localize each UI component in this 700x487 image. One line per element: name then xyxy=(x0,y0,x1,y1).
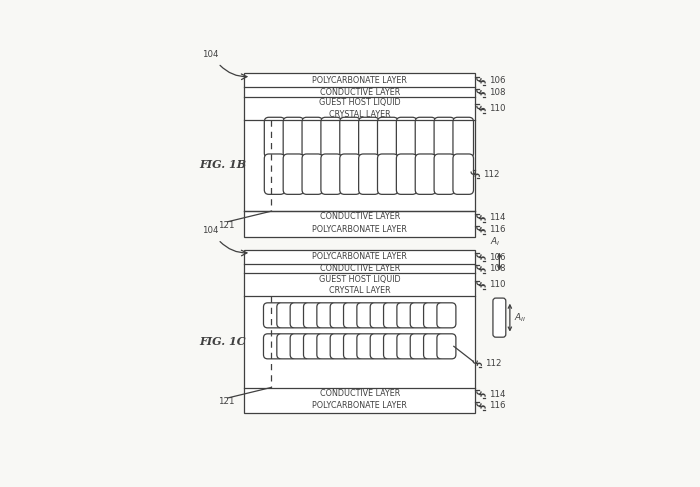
FancyBboxPatch shape xyxy=(370,303,389,328)
Text: POLYCARBONATE LAYER: POLYCARBONATE LAYER xyxy=(312,401,407,411)
FancyBboxPatch shape xyxy=(377,154,398,194)
FancyBboxPatch shape xyxy=(317,334,336,359)
Text: 114: 114 xyxy=(489,213,505,222)
Text: 110: 110 xyxy=(489,104,505,113)
FancyBboxPatch shape xyxy=(437,303,456,328)
FancyBboxPatch shape xyxy=(344,334,363,359)
FancyBboxPatch shape xyxy=(276,334,296,359)
FancyBboxPatch shape xyxy=(397,334,416,359)
FancyBboxPatch shape xyxy=(370,334,389,359)
FancyBboxPatch shape xyxy=(384,303,402,328)
FancyBboxPatch shape xyxy=(265,154,285,194)
FancyBboxPatch shape xyxy=(410,334,429,359)
FancyBboxPatch shape xyxy=(263,334,283,359)
FancyBboxPatch shape xyxy=(415,154,436,194)
Text: FIG. 1C: FIG. 1C xyxy=(199,336,246,347)
Text: 108: 108 xyxy=(489,264,505,273)
FancyBboxPatch shape xyxy=(358,154,379,194)
Text: 121: 121 xyxy=(218,221,235,230)
Text: 106: 106 xyxy=(489,253,505,262)
Text: CONDUCTIVE LAYER: CONDUCTIVE LAYER xyxy=(320,264,400,273)
FancyBboxPatch shape xyxy=(357,303,376,328)
Text: GUEST HOST LIQUID
CRYSTAL LAYER: GUEST HOST LIQUID CRYSTAL LAYER xyxy=(319,98,400,118)
FancyBboxPatch shape xyxy=(276,303,296,328)
FancyBboxPatch shape xyxy=(434,117,454,158)
FancyBboxPatch shape xyxy=(357,334,376,359)
FancyBboxPatch shape xyxy=(437,334,456,359)
FancyBboxPatch shape xyxy=(384,334,402,359)
FancyBboxPatch shape xyxy=(284,154,304,194)
FancyBboxPatch shape xyxy=(434,154,454,194)
Text: 121: 121 xyxy=(218,397,235,406)
FancyBboxPatch shape xyxy=(290,303,309,328)
FancyBboxPatch shape xyxy=(317,303,336,328)
FancyBboxPatch shape xyxy=(340,117,360,158)
Text: POLYCARBONATE LAYER: POLYCARBONATE LAYER xyxy=(312,252,407,261)
FancyBboxPatch shape xyxy=(263,303,283,328)
FancyBboxPatch shape xyxy=(424,334,442,359)
FancyBboxPatch shape xyxy=(330,303,349,328)
FancyBboxPatch shape xyxy=(321,154,342,194)
Bar xyxy=(244,250,475,413)
FancyBboxPatch shape xyxy=(410,303,429,328)
Bar xyxy=(244,74,475,237)
Text: 110: 110 xyxy=(489,280,505,289)
FancyBboxPatch shape xyxy=(284,117,304,158)
FancyBboxPatch shape xyxy=(265,117,285,158)
FancyBboxPatch shape xyxy=(453,154,473,194)
Text: CONDUCTIVE LAYER: CONDUCTIVE LAYER xyxy=(320,389,400,398)
Text: GUEST HOST LIQUID
CRYSTAL LAYER: GUEST HOST LIQUID CRYSTAL LAYER xyxy=(319,275,400,295)
FancyBboxPatch shape xyxy=(290,334,309,359)
FancyBboxPatch shape xyxy=(424,303,442,328)
FancyBboxPatch shape xyxy=(397,303,416,328)
Text: 114: 114 xyxy=(489,390,505,398)
FancyBboxPatch shape xyxy=(415,117,436,158)
Text: 112: 112 xyxy=(483,169,500,179)
FancyBboxPatch shape xyxy=(340,154,360,194)
FancyBboxPatch shape xyxy=(304,303,323,328)
FancyBboxPatch shape xyxy=(344,303,363,328)
Text: $A_I$: $A_I$ xyxy=(491,235,500,248)
FancyBboxPatch shape xyxy=(396,154,417,194)
Text: FIG. 1B: FIG. 1B xyxy=(199,159,246,170)
Text: POLYCARBONATE LAYER: POLYCARBONATE LAYER xyxy=(312,76,407,85)
Text: 106: 106 xyxy=(489,76,505,85)
FancyBboxPatch shape xyxy=(321,117,342,158)
FancyBboxPatch shape xyxy=(396,117,417,158)
Text: CONDUCTIVE LAYER: CONDUCTIVE LAYER xyxy=(320,88,400,97)
Text: 104: 104 xyxy=(202,226,219,235)
Text: POLYCARBONATE LAYER: POLYCARBONATE LAYER xyxy=(312,225,407,234)
FancyBboxPatch shape xyxy=(302,117,323,158)
Text: CONDUCTIVE LAYER: CONDUCTIVE LAYER xyxy=(320,212,400,222)
Text: 116: 116 xyxy=(489,225,505,234)
FancyBboxPatch shape xyxy=(358,117,379,158)
FancyBboxPatch shape xyxy=(453,117,473,158)
Text: 108: 108 xyxy=(489,88,505,97)
FancyBboxPatch shape xyxy=(493,298,506,337)
FancyBboxPatch shape xyxy=(302,154,323,194)
FancyBboxPatch shape xyxy=(330,334,349,359)
Text: 116: 116 xyxy=(489,401,505,411)
Text: 104: 104 xyxy=(202,50,219,59)
Text: $A_{II}$: $A_{II}$ xyxy=(514,311,526,324)
FancyBboxPatch shape xyxy=(377,117,398,158)
FancyBboxPatch shape xyxy=(304,334,323,359)
Text: 112: 112 xyxy=(485,359,502,368)
